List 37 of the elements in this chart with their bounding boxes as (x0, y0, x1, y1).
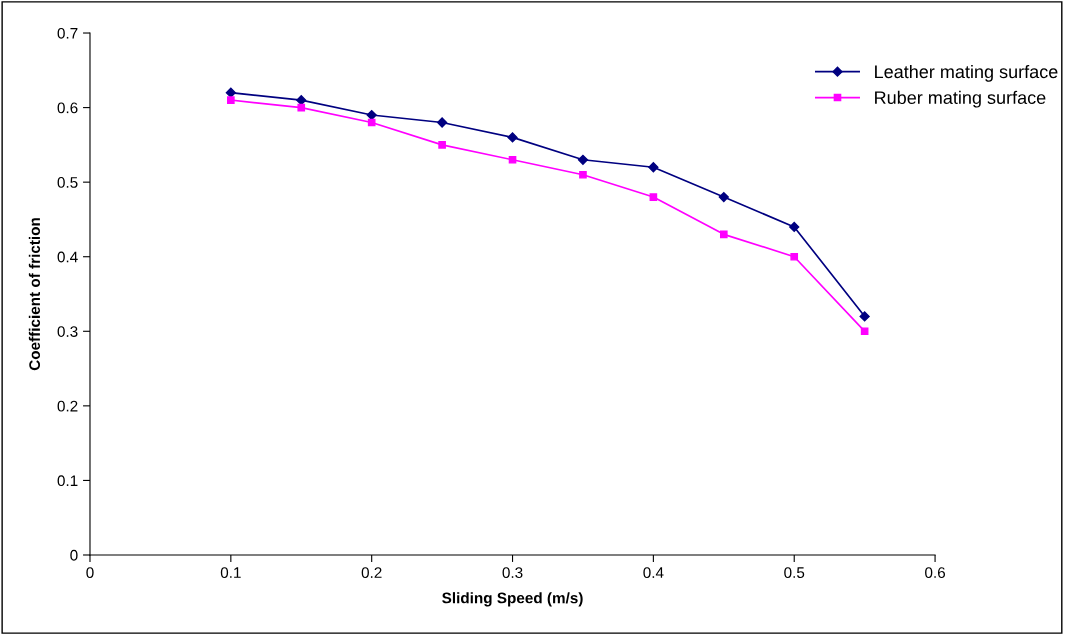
legend-label: Leather mating surface (875, 64, 1058, 82)
y-tick-label: 0.3 (57, 326, 78, 337)
y-tick-label: 0.1 (57, 475, 78, 487)
x-axis-title: Sliding Speed (m/s) (442, 592, 583, 607)
point (859, 311, 870, 322)
point (436, 117, 448, 128)
y-tick-label: 0.2 (57, 400, 78, 412)
point (789, 221, 800, 233)
point (227, 96, 235, 104)
x-tick-label: 0.4 (643, 567, 664, 579)
x-tick-label: 0.3 (502, 567, 523, 579)
x-tick-label: 0.2 (361, 567, 382, 579)
point (297, 103, 306, 112)
x-tick-label: 0.1 (220, 567, 241, 579)
point (790, 252, 799, 261)
point (648, 162, 659, 173)
point (225, 87, 236, 98)
point (438, 141, 446, 149)
point (860, 327, 869, 336)
legend-label: Ruber mating surface (875, 90, 1046, 108)
point (719, 230, 728, 239)
point (508, 155, 517, 164)
x-tick-label: 0 (86, 567, 94, 579)
x-tick-label: 0.5 (784, 567, 805, 579)
point (507, 132, 518, 143)
point (579, 170, 587, 179)
point (649, 193, 658, 201)
point (577, 154, 589, 165)
y-tick-label: 0 (70, 549, 78, 561)
x-tick-label: 0.6 (925, 567, 946, 579)
point (367, 118, 376, 127)
point (718, 191, 729, 203)
y-tick-label: 0.4 (57, 251, 78, 263)
y-tick-label: 0.5 (57, 177, 78, 188)
y-axis-title: Coefficient of friction (28, 218, 41, 371)
y-tick-label: 0.6 (57, 102, 78, 114)
y-tick-label: 0.7 (57, 27, 78, 39)
